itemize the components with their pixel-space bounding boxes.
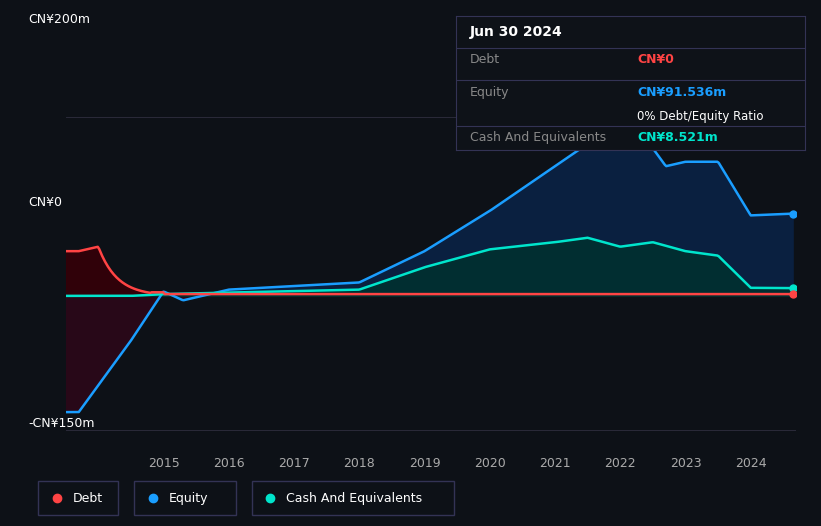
Text: -CN¥150m: -CN¥150m bbox=[29, 417, 95, 430]
Text: Cash And Equivalents: Cash And Equivalents bbox=[470, 131, 606, 144]
Text: CN¥8.521m: CN¥8.521m bbox=[637, 131, 718, 144]
Text: Equity: Equity bbox=[169, 492, 209, 505]
Text: CN¥200m: CN¥200m bbox=[29, 13, 91, 26]
Bar bbox=[135, 481, 236, 515]
Text: Jun 30 2024: Jun 30 2024 bbox=[470, 25, 562, 39]
Text: CN¥91.536m: CN¥91.536m bbox=[637, 86, 727, 98]
Text: Cash And Equivalents: Cash And Equivalents bbox=[287, 492, 423, 505]
Text: Debt: Debt bbox=[470, 53, 500, 66]
Text: Equity: Equity bbox=[470, 86, 509, 98]
Text: CN¥0: CN¥0 bbox=[29, 196, 62, 209]
Text: CN¥0: CN¥0 bbox=[637, 53, 674, 66]
Text: Debt: Debt bbox=[73, 492, 103, 505]
Text: 0% Debt/Equity Ratio: 0% Debt/Equity Ratio bbox=[637, 110, 764, 123]
Bar bbox=[252, 481, 455, 515]
Bar bbox=[38, 481, 118, 515]
